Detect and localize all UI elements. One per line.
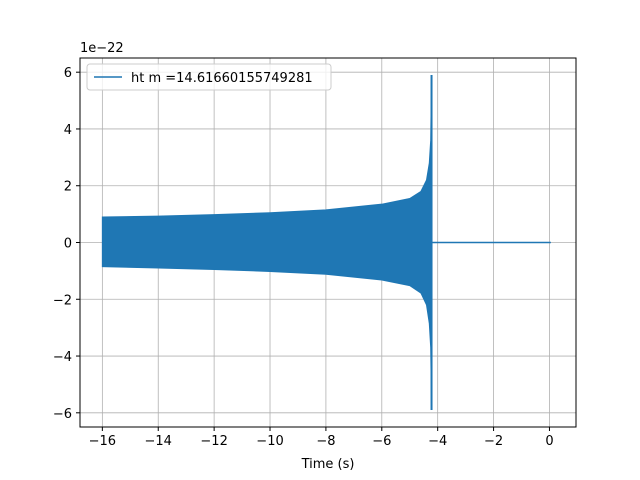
y-tick-label: 0: [64, 237, 72, 252]
legend-box: [86, 63, 332, 91]
legend: ht m =14.61660155749281: [86, 63, 332, 91]
y-tick-label: −2: [53, 293, 72, 308]
x-tick-label: −4: [428, 434, 447, 449]
legend-entry-label: ht m =14.61660155749281: [131, 71, 313, 86]
y-tick-label: 6: [64, 66, 72, 81]
y-tick-label: 2: [64, 180, 72, 195]
x-axis: −16 −14 −12 −10 −8 −6 −4 −2 0: [89, 427, 554, 449]
x-tick-label: −8: [316, 434, 335, 449]
y-tick-label: −4: [53, 350, 72, 365]
x-axis-label: Time (s): [301, 457, 355, 472]
x-tick-label: 0: [545, 434, 553, 449]
x-tick-label: −16: [89, 434, 116, 449]
series-layer: [101, 75, 551, 410]
y-axis: 6 4 2 0 −2 −4 −6: [53, 66, 80, 422]
x-tick-label: −6: [372, 434, 391, 449]
y-tick-label: −6: [53, 407, 72, 422]
y-offset-label: 1e−22: [80, 41, 124, 56]
x-tick-label: −12: [200, 434, 227, 449]
y-tick-label: 4: [64, 123, 72, 138]
x-tick-label: −14: [145, 434, 172, 449]
x-tick-label: −2: [484, 434, 503, 449]
x-tick-label: −10: [256, 434, 283, 449]
